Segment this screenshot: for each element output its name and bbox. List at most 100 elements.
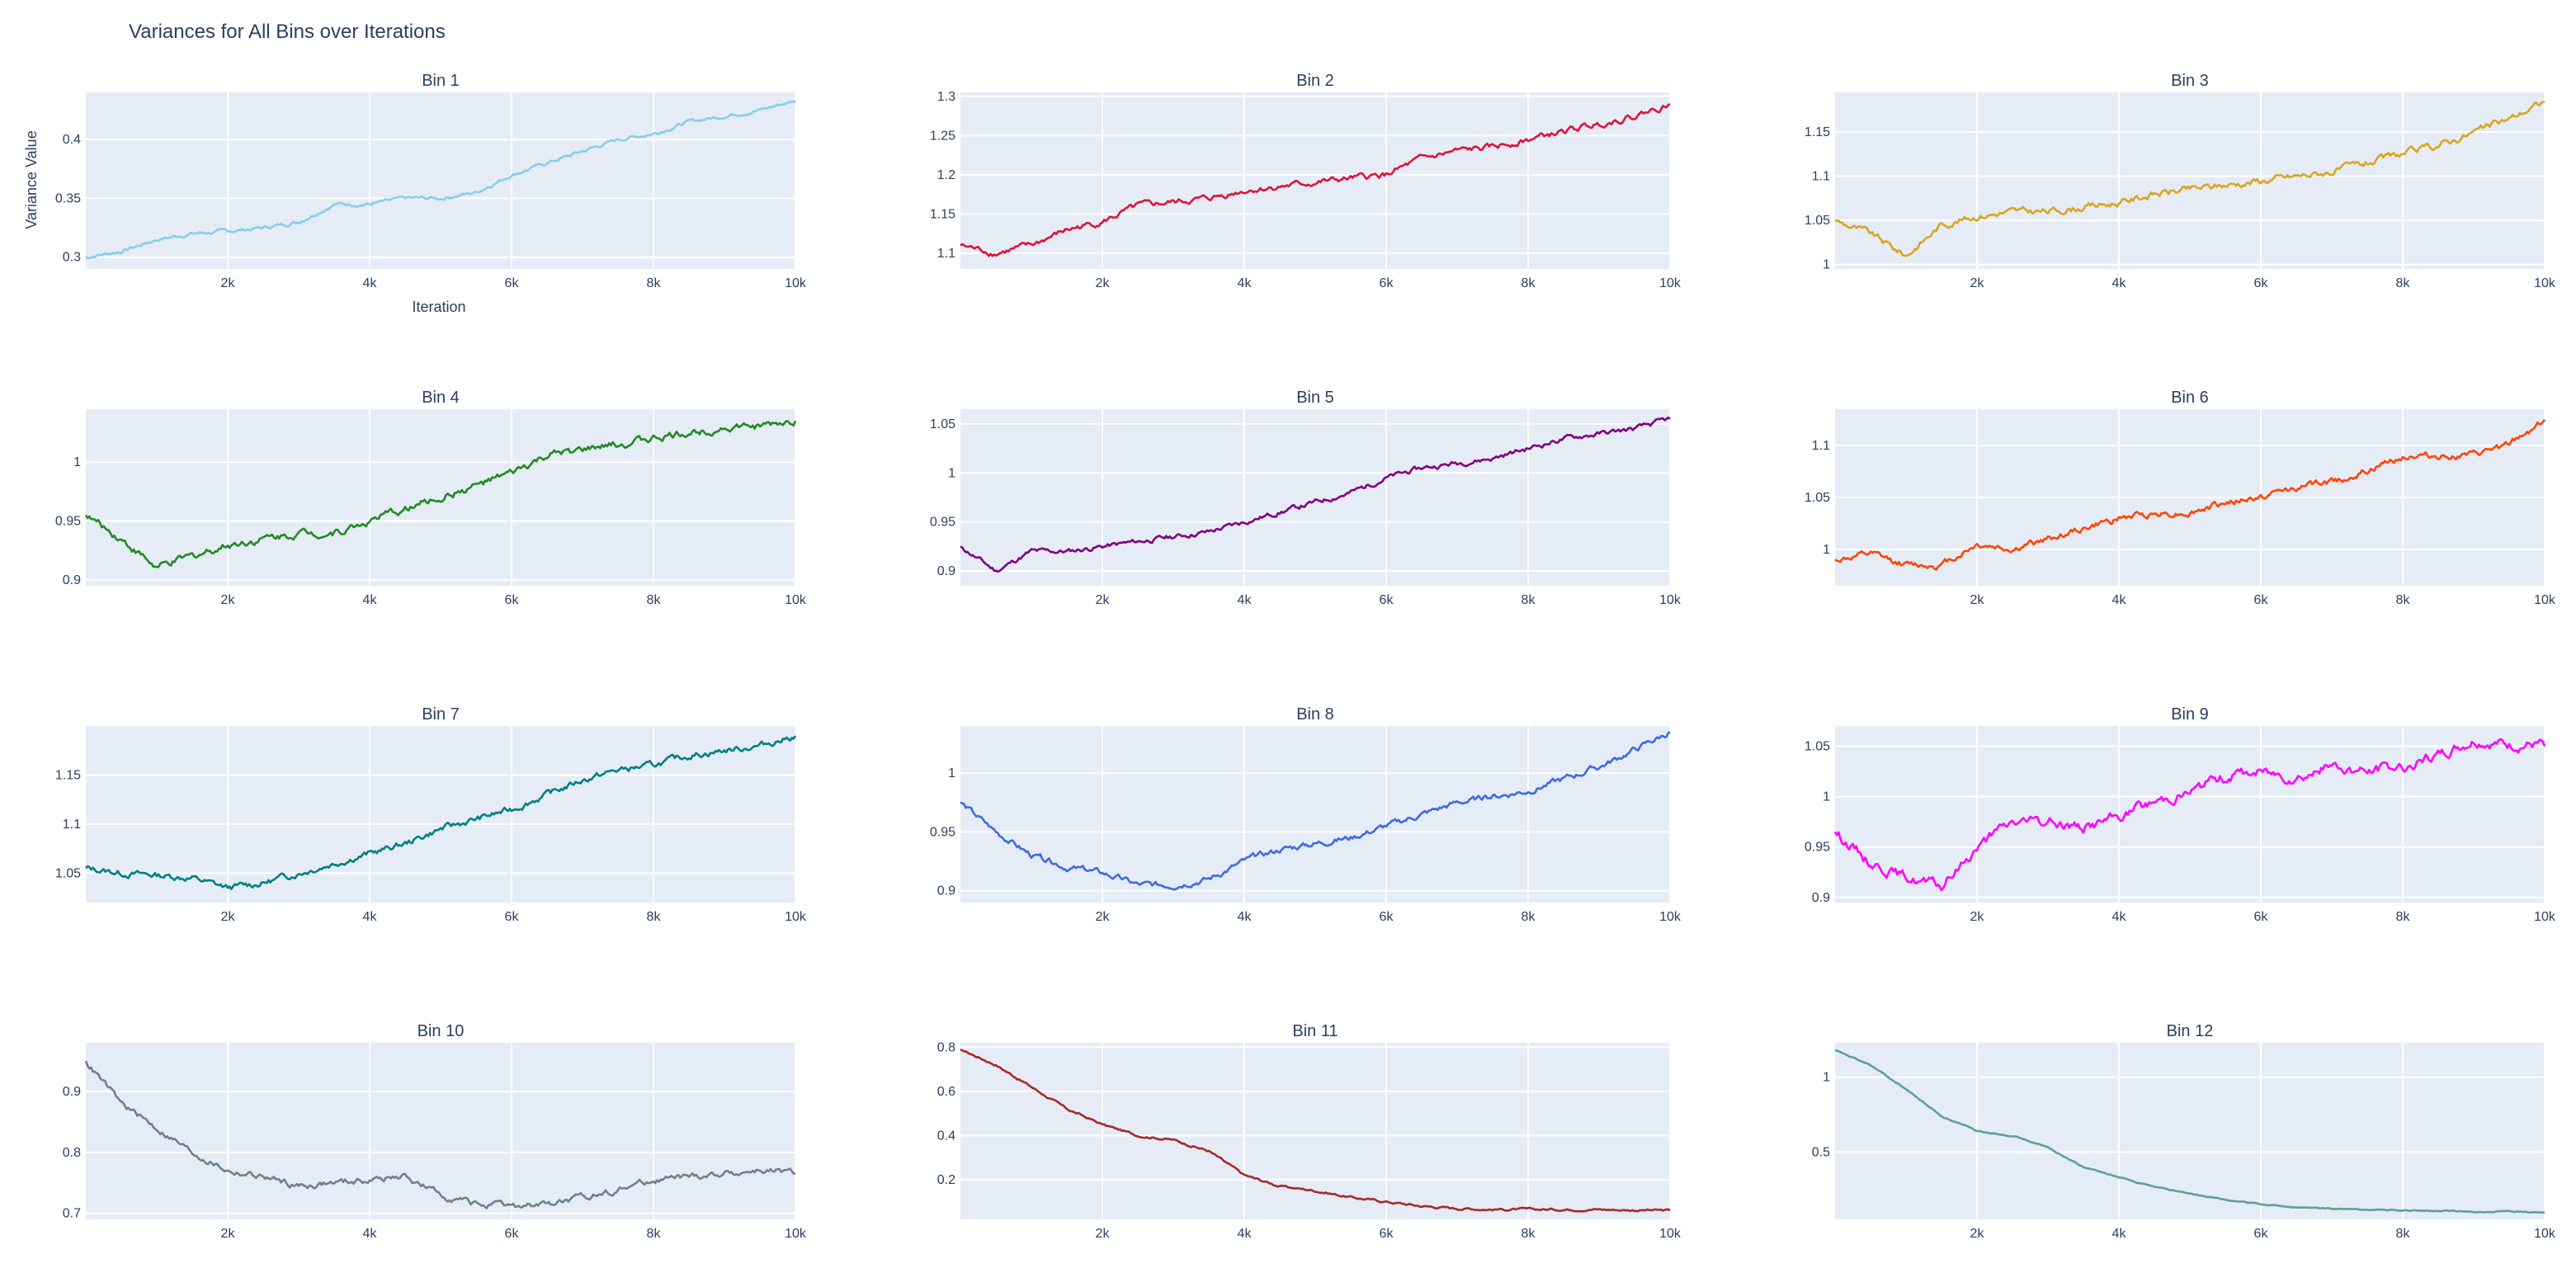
x-tick-label: 2k [221,593,236,607]
series-line [1834,1049,2545,1214]
x-tick-label: 8k [1522,910,1536,924]
x-tick-label: 2k [1970,276,1985,290]
x-tick-label: 8k [2396,1227,2411,1241]
subplot-bin-6: 2k 4k 6k 8k 10k 1 1.05 1.1 Bin 6 [1805,389,2556,607]
subplot-title: Bin 5 [1296,389,1334,407]
x-tick-label: 2k [1096,1227,1111,1241]
x-tick-label: 10k [2534,910,2556,924]
y-axis-title: Variance Value [23,130,40,229]
y-tick-label: 0.4 [63,133,81,147]
x-tick-label: 10k [2534,593,2556,607]
x-axis-title: Iteration [412,299,465,315]
subplot-bin-1: 2k 4k 6k 8k 10k 0.3 0.35 0.4 Bin 1 [55,72,807,290]
x-tick-label: 6k [505,910,520,924]
x-tick-label: 4k [363,1227,378,1241]
y-tick-label: 1.1 [937,247,955,261]
series-line [1833,738,2546,892]
x-tick-label: 6k [1380,276,1394,290]
subplot-bin-4: 2k 4k 6k 8k 10k 0.9 0.95 1 Bin 4 [55,389,807,607]
x-tick-label: 10k [1659,276,1682,290]
series-line [960,103,1671,257]
subplot-bin-12: 2k 4k 6k 8k 10k 0.5 1 Bin 12 [1812,1022,2556,1241]
subplot-title: Bin 2 [1296,72,1334,90]
plot-area [960,726,1670,903]
x-tick-label: 6k [1380,910,1394,924]
series-line [84,419,797,568]
y-tick-label: 0.95 [55,515,81,529]
series-line [960,416,1671,573]
figure-title: Variances for All Bins over Iterations [129,21,446,43]
y-tick-label: 1 [1823,1071,1830,1085]
y-tick-label: 1.05 [55,866,81,880]
x-tick-label: 8k [647,1227,662,1241]
y-tick-label: 1.15 [930,207,955,221]
y-tick-label: 1 [73,455,81,469]
plot-area [86,1043,795,1219]
y-tick-label: 0.35 [55,191,81,205]
y-tick-label: 1.05 [1805,491,1830,505]
x-tick-label: 8k [2396,276,2411,290]
y-tick-label: 1.25 [930,129,955,143]
x-tick-label: 2k [1970,1227,1985,1241]
plot-area [960,1043,1670,1219]
subplot-bin-7: 2k 4k 6k 8k 10k 1.05 1.1 1.15 Bin 7 [55,705,807,924]
x-tick-label: 8k [1522,276,1536,290]
subplot-title: Bin 6 [2171,389,2209,407]
y-tick-label: 1.05 [930,417,955,431]
subplot-bin-5: 2k 4k 6k 8k 10k 0.9 0.95 1 1.05 Bin 5 [930,389,1682,607]
x-tick-label: 6k [505,276,520,290]
x-tick-label: 6k [505,593,520,607]
x-tick-label: 8k [1522,593,1536,607]
y-tick-label: 0.95 [930,516,955,530]
subplot-bin-8: 2k 4k 6k 8k 10k 0.9 0.95 1 Bin 8 [930,705,1682,924]
y-tick-label: 1 [1823,790,1830,804]
subplot-title: Bin 3 [2171,72,2209,90]
y-tick-label: 0.9 [937,884,955,898]
y-tick-label: 0.95 [930,825,955,839]
x-tick-label: 2k [221,910,236,924]
y-tick-label: 0.8 [63,1146,81,1160]
x-tick-label: 10k [785,276,807,290]
y-tick-label: 0.7 [63,1207,81,1221]
y-tick-label: 0.9 [63,573,81,587]
x-tick-label: 2k [221,1227,236,1241]
y-tick-label: 1.05 [1805,739,1830,753]
y-tick-label: 1.05 [1805,214,1830,228]
x-tick-label: 4k [363,276,378,290]
plot-area [86,409,795,586]
x-tick-label: 4k [363,910,378,924]
y-tick-label: 0.9 [63,1085,81,1099]
y-tick-label: 1.1 [63,818,81,832]
plot-area [960,409,1670,586]
x-tick-label: 2k [1970,910,1985,924]
subplot-title: Bin 9 [2171,705,2209,724]
series-line [84,1060,796,1209]
x-tick-label: 2k [1096,910,1111,924]
x-tick-label: 10k [1659,910,1682,924]
x-tick-label: 6k [2254,593,2269,607]
x-tick-label: 8k [2396,593,2411,607]
x-tick-label: 2k [1970,593,1985,607]
series-line [960,731,1671,891]
y-tick-label: 0.9 [937,564,955,578]
y-tick-label: 1.15 [55,768,81,782]
x-tick-label: 8k [2396,910,2411,924]
x-tick-label: 6k [2254,276,2269,290]
subplot-bin-2: 2k 4k 6k 8k 10k 1.1 1.15 1.2 1.25 1.3 Bin 2 [930,72,1682,290]
x-tick-label: 4k [2112,276,2127,290]
x-tick-label: 10k [2534,276,2556,290]
x-tick-label: 10k [1659,1227,1682,1241]
x-tick-label: 10k [2534,1227,2556,1241]
y-tick-label: 0.2 [937,1173,955,1187]
y-tick-label: 1 [1823,258,1830,272]
subplot-bin-10: 2k 4k 6k 8k 10k 0.7 0.8 0.9 Bin 10 [63,1022,807,1241]
x-tick-label: 4k [1238,910,1253,924]
y-tick-label: 1.1 [1812,170,1830,184]
y-tick-label: 1 [1823,543,1830,557]
y-tick-label: 0.8 [937,1040,955,1054]
x-tick-label: 4k [1238,276,1253,290]
y-tick-label: 0.6 [937,1085,955,1099]
plot-area [960,92,1670,269]
